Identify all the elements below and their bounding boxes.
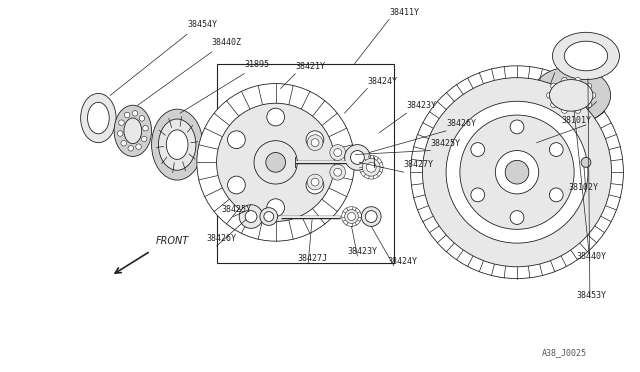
Text: 38424Y: 38424Y (367, 77, 397, 86)
Ellipse shape (564, 41, 607, 71)
Ellipse shape (114, 105, 152, 157)
Circle shape (264, 212, 274, 221)
Circle shape (132, 110, 138, 116)
Circle shape (590, 92, 596, 98)
Ellipse shape (152, 109, 203, 180)
Circle shape (550, 83, 557, 89)
Circle shape (306, 131, 324, 148)
Circle shape (118, 120, 124, 125)
Circle shape (471, 188, 484, 202)
Text: 38102Y: 38102Y (568, 183, 598, 192)
Circle shape (362, 158, 380, 176)
Circle shape (124, 112, 130, 118)
Circle shape (471, 142, 484, 157)
Circle shape (330, 164, 346, 180)
Text: A38_J0025: A38_J0025 (541, 349, 587, 357)
Circle shape (348, 212, 355, 221)
Circle shape (561, 77, 568, 83)
Circle shape (495, 151, 539, 194)
Text: 38423Y: 38423Y (348, 247, 378, 256)
Circle shape (117, 131, 123, 136)
Circle shape (216, 103, 335, 221)
Circle shape (260, 208, 278, 225)
Circle shape (197, 84, 355, 241)
Circle shape (549, 142, 563, 157)
Circle shape (581, 157, 591, 167)
Circle shape (334, 168, 342, 176)
Text: 38453Y: 38453Y (576, 291, 606, 300)
Text: 38424Y: 38424Y (387, 257, 417, 266)
Circle shape (143, 125, 148, 131)
Circle shape (121, 141, 127, 146)
Circle shape (128, 145, 134, 151)
Circle shape (306, 176, 324, 194)
Text: 38425Y: 38425Y (430, 139, 460, 148)
Circle shape (575, 108, 581, 113)
Text: 38425Y: 38425Y (221, 205, 252, 214)
Circle shape (351, 151, 364, 164)
Circle shape (344, 210, 358, 224)
Circle shape (330, 145, 346, 160)
Circle shape (510, 211, 524, 224)
Circle shape (245, 211, 257, 222)
Ellipse shape (124, 118, 141, 144)
Circle shape (460, 115, 574, 230)
Circle shape (311, 178, 319, 186)
Circle shape (505, 160, 529, 184)
Circle shape (549, 188, 563, 202)
Circle shape (139, 116, 145, 121)
Circle shape (411, 66, 623, 279)
Text: 38440Y: 38440Y (576, 252, 606, 261)
Circle shape (344, 145, 370, 170)
Circle shape (422, 78, 612, 267)
Text: 38421Y: 38421Y (296, 62, 325, 71)
Circle shape (307, 174, 323, 190)
Circle shape (311, 139, 319, 147)
Circle shape (575, 77, 581, 83)
Circle shape (136, 144, 141, 150)
Bar (216, 64, 394, 263)
Ellipse shape (532, 67, 611, 124)
Ellipse shape (166, 130, 188, 160)
Circle shape (307, 135, 323, 151)
Circle shape (510, 120, 524, 134)
Circle shape (561, 108, 568, 113)
Circle shape (141, 136, 147, 142)
Text: FRONT: FRONT (156, 236, 189, 246)
Text: 38426Y: 38426Y (207, 234, 237, 243)
Circle shape (586, 83, 591, 89)
Circle shape (360, 155, 383, 179)
Circle shape (266, 153, 285, 172)
Ellipse shape (81, 93, 116, 142)
Circle shape (334, 148, 342, 157)
Circle shape (254, 141, 298, 184)
Circle shape (547, 92, 552, 98)
Ellipse shape (159, 119, 196, 170)
Text: 31895: 31895 (244, 60, 269, 69)
Ellipse shape (550, 80, 593, 111)
Text: 38101Y: 38101Y (561, 116, 591, 125)
Circle shape (550, 102, 557, 108)
Circle shape (446, 101, 588, 243)
Circle shape (365, 211, 377, 222)
Circle shape (362, 207, 381, 227)
Text: 38454Y: 38454Y (187, 20, 217, 29)
Circle shape (342, 207, 362, 227)
Circle shape (228, 176, 245, 194)
Text: 38411Y: 38411Y (389, 7, 419, 17)
Circle shape (239, 205, 263, 228)
Text: 38423Y: 38423Y (406, 101, 436, 110)
Ellipse shape (552, 32, 620, 80)
Circle shape (228, 131, 245, 148)
Text: 38427Y: 38427Y (404, 160, 434, 169)
Text: 38440Z: 38440Z (212, 38, 242, 47)
Circle shape (267, 108, 285, 126)
Circle shape (586, 102, 591, 108)
Circle shape (366, 162, 376, 172)
Text: 38427J: 38427J (298, 254, 327, 263)
Text: 38426Y: 38426Y (446, 119, 476, 128)
Circle shape (267, 199, 285, 217)
Ellipse shape (88, 102, 109, 134)
